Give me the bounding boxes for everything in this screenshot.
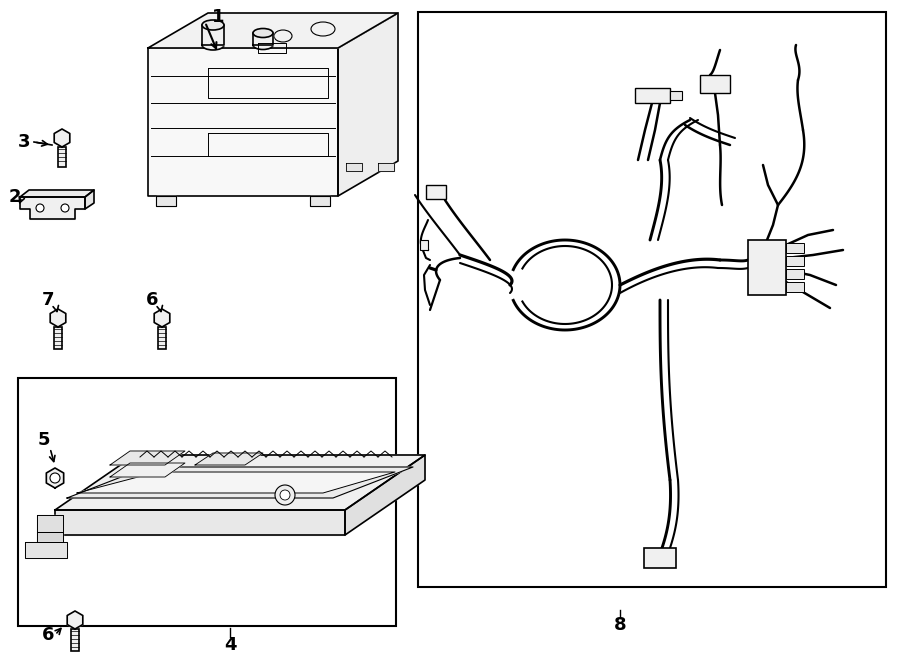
Polygon shape	[20, 190, 94, 197]
Bar	[426, 185, 446, 199]
Polygon shape	[67, 467, 413, 498]
Polygon shape	[110, 463, 185, 477]
Bar	[635, 88, 670, 103]
Bar	[71, 629, 79, 651]
Polygon shape	[148, 48, 338, 196]
Polygon shape	[25, 542, 67, 558]
Polygon shape	[46, 468, 64, 488]
Polygon shape	[338, 13, 398, 196]
Polygon shape	[54, 129, 70, 147]
Bar	[420, 240, 428, 250]
Circle shape	[61, 204, 69, 212]
Bar	[18, 378, 396, 626]
Polygon shape	[68, 611, 83, 629]
Polygon shape	[378, 163, 394, 171]
Polygon shape	[310, 196, 330, 206]
Polygon shape	[345, 455, 425, 535]
Text: 6: 6	[146, 291, 158, 309]
Bar	[786, 243, 804, 253]
Bar	[644, 548, 676, 568]
Polygon shape	[85, 190, 94, 209]
Polygon shape	[148, 13, 398, 48]
Polygon shape	[50, 309, 66, 327]
Bar	[786, 282, 804, 292]
Polygon shape	[37, 532, 63, 542]
Bar	[158, 327, 166, 349]
Polygon shape	[346, 163, 362, 171]
Polygon shape	[55, 510, 345, 535]
Ellipse shape	[202, 40, 224, 50]
Polygon shape	[156, 196, 176, 206]
Bar	[54, 327, 62, 349]
Polygon shape	[20, 197, 85, 219]
Bar	[670, 91, 682, 100]
Text: 3: 3	[18, 133, 31, 151]
Ellipse shape	[253, 28, 273, 38]
Polygon shape	[253, 33, 273, 45]
Ellipse shape	[253, 40, 273, 50]
Bar	[700, 75, 730, 93]
Text: 1: 1	[212, 8, 224, 26]
Text: 6: 6	[41, 626, 54, 644]
Circle shape	[36, 204, 44, 212]
Ellipse shape	[202, 20, 224, 30]
Circle shape	[280, 490, 290, 500]
Text: 4: 4	[224, 636, 237, 654]
Polygon shape	[37, 515, 63, 532]
Circle shape	[275, 485, 295, 505]
Polygon shape	[202, 25, 224, 45]
Text: 8: 8	[614, 616, 626, 634]
Text: 2: 2	[9, 188, 22, 206]
Bar	[748, 240, 786, 295]
Bar	[58, 147, 66, 167]
Text: 5: 5	[38, 431, 50, 449]
Bar	[418, 12, 886, 587]
Polygon shape	[77, 472, 395, 493]
Polygon shape	[195, 453, 263, 465]
Polygon shape	[154, 309, 170, 327]
Bar	[786, 256, 804, 266]
Circle shape	[50, 473, 60, 483]
Bar	[786, 269, 804, 279]
Polygon shape	[110, 451, 185, 465]
Text: 7: 7	[41, 291, 54, 309]
Polygon shape	[55, 455, 425, 510]
